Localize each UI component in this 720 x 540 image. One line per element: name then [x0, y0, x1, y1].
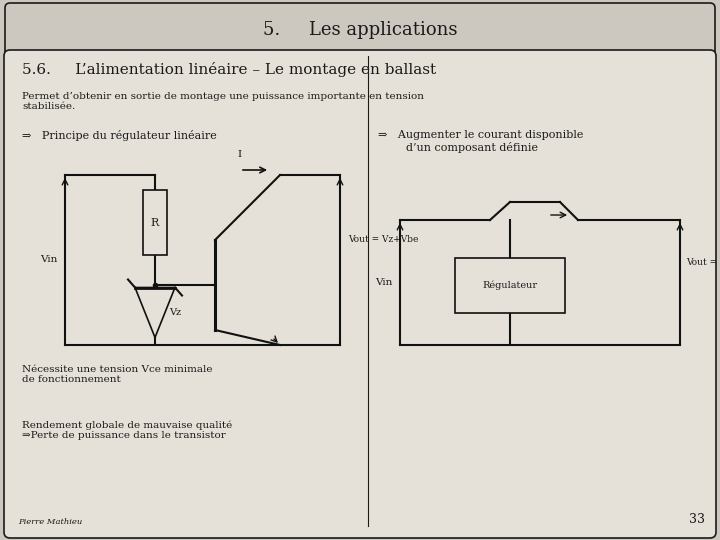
Text: Vin: Vin: [40, 255, 57, 265]
Text: Régulateur: Régulateur: [482, 281, 538, 291]
FancyBboxPatch shape: [455, 258, 565, 313]
Text: Nécessite une tension Vce minimale
de fonctionnement: Nécessite une tension Vce minimale de fo…: [22, 365, 212, 384]
Text: R: R: [151, 218, 159, 227]
Text: Vout = Vz+Vbe: Vout = Vz+Vbe: [348, 235, 418, 245]
Text: Vout = Vreg+Vbe: Vout = Vreg+Vbe: [686, 258, 720, 267]
Text: Pierre Mathieu: Pierre Mathieu: [18, 518, 82, 526]
FancyBboxPatch shape: [143, 190, 167, 255]
Text: I: I: [238, 150, 242, 159]
FancyBboxPatch shape: [4, 50, 716, 538]
Text: 5.     Les applications: 5. Les applications: [263, 21, 457, 39]
Text: Vz: Vz: [169, 308, 181, 317]
Text: 33: 33: [689, 513, 705, 526]
Text: Permet d’obtenir en sortie de montage une puissance importante en tension
stabil: Permet d’obtenir en sortie de montage un…: [22, 92, 424, 111]
Text: ⇒   Principe du régulateur linéaire: ⇒ Principe du régulateur linéaire: [22, 130, 217, 141]
Text: 5.6.     L’alimentation linéaire – Le montage en ballast: 5.6. L’alimentation linéaire – Le montag…: [22, 62, 436, 77]
FancyBboxPatch shape: [5, 3, 715, 57]
Text: Rendement globale de mauvaise qualité
⇒Perte de puissance dans le transistor: Rendement globale de mauvaise qualité ⇒P…: [22, 420, 233, 440]
Text: Vin: Vin: [374, 278, 392, 287]
Text: ⇒   Augmenter le courant disponible
        d’un composant définie: ⇒ Augmenter le courant disponible d’un c…: [378, 130, 583, 153]
